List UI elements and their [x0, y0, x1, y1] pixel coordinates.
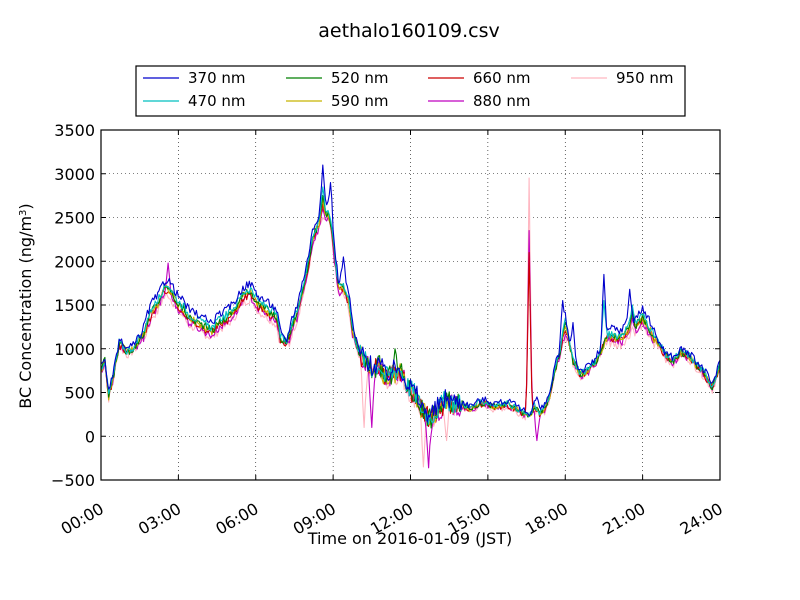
y-axis-label-main: BC Concentration (ng/m: [16, 216, 35, 409]
y-axis-label-superscript: 3: [18, 210, 29, 216]
x-tick-label: 06:00: [212, 499, 261, 539]
legend-label: 880 nm: [473, 92, 531, 110]
chart-title: aethalo160109.csv: [318, 20, 500, 42]
x-tick-label: 21:00: [599, 499, 648, 539]
x-tick-label: 03:00: [135, 499, 184, 539]
y-tick-label: 2500: [54, 209, 95, 228]
y-axis-label: BC Concentration (ng/m3): [16, 203, 35, 408]
legend-label: 660 nm: [473, 69, 531, 87]
y-tick-label: 3000: [54, 165, 95, 184]
legend-label: 370 nm: [188, 69, 246, 87]
series-line: [100, 195, 721, 429]
y-axis-label-end: ): [16, 203, 35, 209]
legend-label: 590 nm: [331, 92, 389, 110]
legend: 370 nm 470 nm 520 nm 590 nm 660 nm 880 nm 950 …: [135, 65, 686, 117]
x-axis-label: Time on 2016-01-09 (JST): [307, 529, 512, 548]
y-tick-label: 1500: [54, 296, 95, 315]
plot-lines: [100, 164, 721, 469]
grid: [101, 130, 720, 480]
legend-label: 520 nm: [331, 69, 389, 87]
y-axis: −500 0 500 1000 1500 2000 2500 3000 3500: [51, 121, 720, 490]
x-tick-label: 00:00: [58, 499, 107, 539]
y-tick-label: 500: [64, 384, 95, 403]
x-tick-label: 18:00: [522, 499, 571, 539]
x-tick-label: 24:00: [677, 499, 726, 539]
series-line: [100, 177, 721, 468]
y-tick-label: −500: [51, 471, 95, 490]
y-tick-label: 2000: [54, 252, 95, 271]
y-tick-label: 1000: [54, 340, 95, 359]
y-tick-label: 3500: [54, 121, 95, 140]
series-line: [100, 186, 721, 425]
series-line: [100, 164, 721, 423]
y-tick-label: 0: [85, 427, 95, 446]
legend-label: 950 nm: [616, 69, 674, 87]
legend-frame: [135, 65, 686, 117]
legend-label: 470 nm: [188, 92, 246, 110]
